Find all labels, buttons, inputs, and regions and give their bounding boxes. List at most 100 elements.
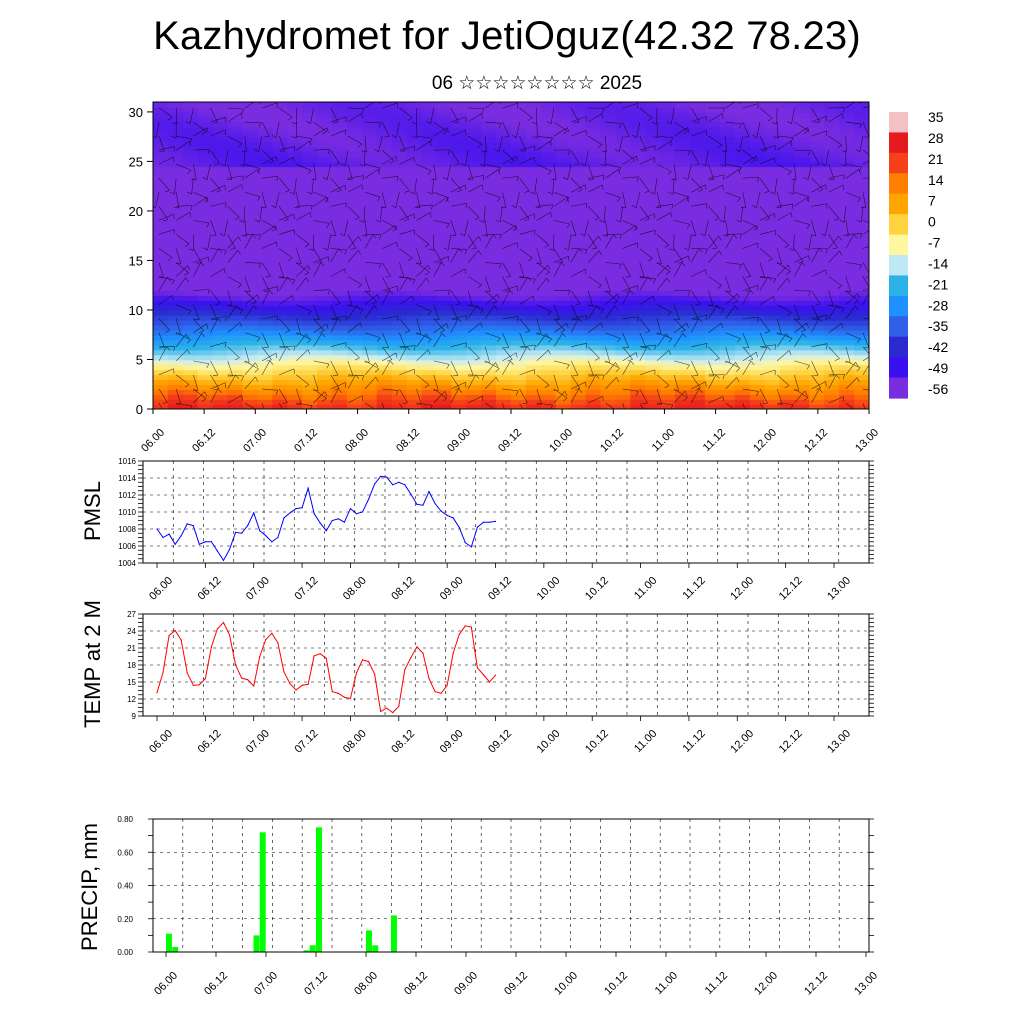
heatmap-cell bbox=[764, 324, 781, 331]
heatmap-cell bbox=[839, 136, 855, 143]
heatmap-cell bbox=[376, 141, 393, 148]
heatmap-cell bbox=[212, 151, 229, 158]
heatmap-cell bbox=[153, 225, 169, 232]
heatmap-cell bbox=[704, 116, 721, 123]
heatmap-cell bbox=[809, 205, 826, 212]
heatmap-cell bbox=[809, 176, 826, 183]
heatmap-cell bbox=[600, 136, 617, 143]
heatmap-cell bbox=[675, 230, 691, 237]
heatmap-cell bbox=[212, 364, 229, 371]
heatmap-cell bbox=[615, 225, 632, 232]
wind-barb-flag bbox=[428, 248, 434, 251]
wind-barb bbox=[708, 276, 722, 286]
heatmap-cell bbox=[734, 285, 751, 291]
colorbar-swatch bbox=[889, 193, 908, 215]
heatmap-cell bbox=[615, 270, 632, 277]
heatmap-cell bbox=[376, 384, 393, 390]
wind-barb-flag bbox=[877, 156, 878, 161]
heatmap-cell bbox=[719, 205, 736, 212]
heatmap-cell bbox=[809, 379, 826, 386]
heatmap-cell bbox=[645, 270, 661, 277]
heatmap-cell bbox=[600, 166, 617, 173]
wind-barb bbox=[224, 150, 228, 166]
heatmap-cell bbox=[361, 384, 378, 390]
wind-barb-flag bbox=[236, 305, 240, 310]
wind-barb bbox=[433, 256, 449, 263]
wind-barb bbox=[416, 192, 421, 209]
wind-barb bbox=[399, 248, 413, 259]
heatmap-cell bbox=[436, 245, 453, 252]
heatmap-cell bbox=[272, 270, 289, 277]
heatmap-cell bbox=[734, 141, 751, 148]
wind-barb bbox=[450, 374, 460, 389]
heatmap-cell bbox=[675, 196, 691, 202]
heatmap-cell bbox=[257, 161, 274, 168]
heatmap-cell bbox=[317, 399, 333, 405]
heatmap-cell bbox=[600, 364, 617, 371]
wind-barb bbox=[378, 136, 383, 152]
wind-barb-flag bbox=[283, 219, 289, 222]
wind-barb-flag bbox=[275, 390, 279, 395]
heatmap-cell bbox=[660, 404, 676, 409]
heatmap-cell bbox=[212, 280, 229, 287]
heatmap-cell bbox=[153, 309, 169, 316]
heatmap-cell bbox=[749, 329, 766, 336]
wind-barb-flag bbox=[240, 113, 243, 119]
wind-barb bbox=[155, 192, 160, 208]
wind-barb-flag bbox=[344, 249, 347, 255]
wind-barb-flag bbox=[700, 233, 706, 237]
heatmap-cell bbox=[824, 102, 840, 108]
heatmap-cell bbox=[197, 191, 214, 197]
heatmap-cell bbox=[824, 305, 840, 311]
heatmap-cell bbox=[734, 324, 751, 331]
heatmap-cell bbox=[734, 201, 751, 207]
heatmap-cell bbox=[540, 364, 557, 371]
heatmap-cell bbox=[645, 196, 661, 202]
heatmap-cell bbox=[466, 151, 482, 158]
heatmap-cell bbox=[212, 106, 229, 113]
heatmap-cell bbox=[764, 309, 781, 316]
heatmap-cell bbox=[451, 205, 468, 212]
heatmap-cell bbox=[436, 329, 453, 336]
heatmap-cell bbox=[734, 280, 751, 287]
heatmap-cell bbox=[824, 161, 840, 168]
wind-barb bbox=[450, 149, 460, 164]
wind-barb-flag bbox=[356, 305, 361, 310]
heatmap-cell bbox=[332, 255, 348, 262]
heatmap-cell bbox=[719, 344, 736, 351]
heatmap-cell bbox=[675, 349, 691, 356]
wind-barb bbox=[777, 304, 792, 313]
wind-barb-flag bbox=[497, 197, 501, 202]
heatmap-cell bbox=[481, 305, 497, 311]
heatmap-cell bbox=[391, 141, 408, 148]
heatmap-cell bbox=[675, 235, 691, 242]
heatmap-cell bbox=[272, 265, 289, 272]
heatmap-cell bbox=[511, 220, 527, 227]
heatmap-cell bbox=[153, 369, 169, 376]
heatmap-cell bbox=[376, 215, 393, 222]
heatmap-cell bbox=[197, 354, 214, 361]
wind-barb-flag bbox=[627, 359, 633, 362]
heatmap-cell bbox=[824, 280, 840, 287]
wind-barb-flag bbox=[361, 150, 367, 153]
x-tick-label: 08.00 bbox=[343, 427, 371, 455]
heatmap-cell bbox=[242, 394, 259, 400]
heatmap-cell bbox=[555, 359, 572, 366]
wind-barb bbox=[365, 262, 382, 264]
wind-barb bbox=[536, 135, 553, 139]
wind-barb bbox=[794, 333, 804, 347]
wind-barb-flag bbox=[668, 191, 674, 195]
wind-barb bbox=[450, 360, 459, 376]
heatmap-cell bbox=[570, 136, 587, 143]
heatmap-cell bbox=[645, 300, 661, 306]
heatmap-cell bbox=[346, 176, 363, 183]
heatmap-cell bbox=[704, 210, 721, 217]
heatmap-cell bbox=[824, 111, 840, 118]
heatmap-cell bbox=[302, 285, 318, 291]
wind-barb-flag bbox=[855, 362, 859, 367]
heatmap-cell bbox=[809, 225, 826, 232]
wind-barb-flag bbox=[431, 204, 433, 210]
heatmap-cell bbox=[585, 339, 602, 346]
wind-barb-flag bbox=[683, 397, 688, 401]
wind-barb bbox=[811, 203, 828, 207]
